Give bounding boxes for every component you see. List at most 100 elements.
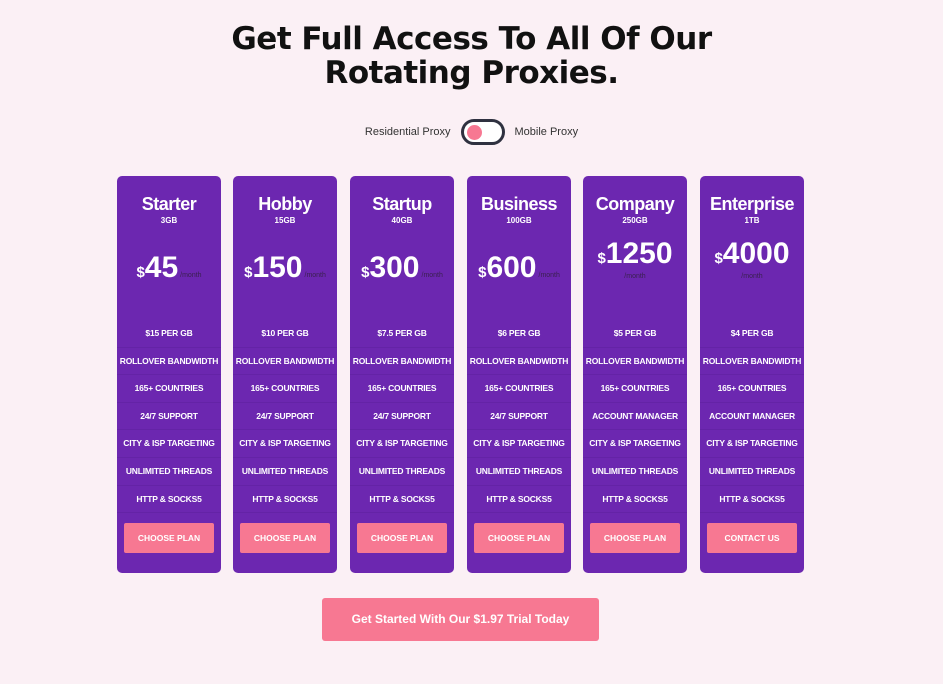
title-line-1: Get Full Access To All Of Our bbox=[231, 21, 712, 57]
feature-item: UNLIMITED THREADS bbox=[700, 458, 804, 486]
plan-card-hobby: Hobby 15GB $ 150 /month $10 PER GB ROLLOV… bbox=[233, 176, 337, 573]
proxy-type-toggle-row: Residential Proxy Mobile Proxy bbox=[0, 119, 943, 145]
choose-plan-button[interactable]: CHOOSE PLAN bbox=[240, 523, 330, 553]
choose-plan-button[interactable]: CHOOSE PLAN bbox=[474, 523, 564, 553]
currency-symbol: $ bbox=[714, 250, 723, 267]
plan-name: Company bbox=[595, 194, 675, 214]
price-amount: 600 bbox=[486, 251, 537, 284]
feature-item: 165+ COUNTRIES bbox=[583, 375, 687, 403]
feature-item: ROLLOVER BANDWIDTH bbox=[467, 348, 571, 376]
feature-item: ROLLOVER BANDWIDTH bbox=[233, 348, 337, 376]
feature-item: $15 PER GB bbox=[117, 320, 221, 348]
per-month-label: /month bbox=[180, 272, 202, 279]
feature-item: CITY & ISP TARGETING bbox=[700, 430, 804, 458]
plan-data-amount: 15GB bbox=[274, 216, 296, 225]
feature-item: $7.5 PER GB bbox=[350, 320, 454, 348]
currency-symbol: $ bbox=[244, 264, 253, 281]
feature-item: 24/7 SUPPORT bbox=[350, 403, 454, 431]
plan-name: Enterprise bbox=[709, 194, 795, 214]
feature-item: ACCOUNT MANAGER bbox=[700, 403, 804, 431]
per-month-label: /month bbox=[421, 272, 443, 279]
feature-item: ROLLOVER BANDWIDTH bbox=[117, 348, 221, 376]
feature-item: $4 PER GB bbox=[700, 320, 804, 348]
currency-symbol: $ bbox=[597, 250, 606, 267]
choose-plan-button[interactable]: CHOOSE PLAN bbox=[590, 523, 680, 553]
price-amount: 300 bbox=[369, 251, 420, 284]
plan-price: $ 45 /month bbox=[117, 245, 221, 285]
per-month-label: /month bbox=[304, 272, 326, 279]
price-amount: 45 bbox=[144, 251, 179, 284]
price-amount: 4000 bbox=[722, 237, 790, 270]
feature-item: $6 PER GB bbox=[467, 320, 571, 348]
currency-symbol: $ bbox=[478, 264, 487, 281]
feature-item: 24/7 SUPPORT bbox=[233, 403, 337, 431]
feature-item: HTTP & SOCKS5 bbox=[700, 486, 804, 514]
feature-item: CITY & ISP TARGETING bbox=[583, 430, 687, 458]
currency-symbol: $ bbox=[361, 264, 370, 281]
plan-card-company: Company 250GB $ 1250 /month $5 PER GB ROL… bbox=[583, 176, 687, 573]
feature-item: 165+ COUNTRIES bbox=[700, 375, 804, 403]
plan-card-business: Business 100GB $ 600 /month $6 PER GB ROL… bbox=[467, 176, 571, 573]
plan-data-amount: 1TB bbox=[744, 216, 760, 225]
feature-item: CITY & ISP TARGETING bbox=[233, 430, 337, 458]
feature-item: UNLIMITED THREADS bbox=[583, 458, 687, 486]
plan-card-startup: Startup 40GB $ 300 /month $7.5 PER GB ROL… bbox=[350, 176, 454, 573]
mobile-proxy-label[interactable]: Mobile Proxy bbox=[514, 126, 579, 138]
feature-item: ROLLOVER BANDWIDTH bbox=[700, 348, 804, 376]
feature-item: UNLIMITED THREADS bbox=[350, 458, 454, 486]
per-month-label: /month bbox=[741, 273, 763, 280]
feature-item: $5 PER GB bbox=[583, 320, 687, 348]
plan-data-amount: 3GB bbox=[160, 216, 178, 225]
plan-data-amount: 100GB bbox=[506, 216, 532, 225]
feature-item: CITY & ISP TARGETING bbox=[350, 430, 454, 458]
price-amount: 1250 bbox=[605, 237, 673, 270]
plan-price: $ 1250 /month bbox=[583, 237, 687, 280]
plan-price: $ 150 /month bbox=[233, 245, 337, 285]
feature-item: CITY & ISP TARGETING bbox=[467, 430, 571, 458]
feature-item: $10 PER GB bbox=[233, 320, 337, 348]
choose-plan-button[interactable]: CHOOSE PLAN bbox=[124, 523, 214, 553]
price-amount: 150 bbox=[252, 251, 303, 284]
feature-list: $7.5 PER GB ROLLOVER BANDWIDTH 165+ COUNTR… bbox=[350, 320, 454, 514]
feature-item: 165+ COUNTRIES bbox=[350, 375, 454, 403]
feature-item: HTTP & SOCKS5 bbox=[350, 486, 454, 514]
feature-item: HTTP & SOCKS5 bbox=[117, 486, 221, 514]
feature-item: ROLLOVER BANDWIDTH bbox=[350, 348, 454, 376]
feature-list: $10 PER GB ROLLOVER BANDWIDTH 165+ COUNTRI… bbox=[233, 320, 337, 514]
contact-us-button[interactable]: CONTACT US bbox=[707, 523, 797, 553]
plan-name: Startup bbox=[372, 194, 432, 214]
proxy-type-switch[interactable] bbox=[460, 119, 505, 145]
plan-price: $ 300 /month bbox=[350, 245, 454, 285]
feature-list: $15 PER GB ROLLOVER BANDWIDTH 165+ COUNTRI… bbox=[117, 320, 221, 514]
switch-knob bbox=[466, 125, 482, 140]
trial-cta-button[interactable]: Get Started With Our $1.97 Trial Today bbox=[322, 598, 599, 641]
feature-list: $4 PER GB ROLLOVER BANDWIDTH 165+ COUNTRIE… bbox=[700, 320, 804, 514]
per-month-label: /month bbox=[624, 273, 646, 280]
feature-item: 165+ COUNTRIES bbox=[467, 375, 571, 403]
plan-price: $ 4000 /month bbox=[700, 237, 804, 280]
choose-plan-button[interactable]: CHOOSE PLAN bbox=[357, 523, 447, 553]
title-line-2: Rotating Proxies. bbox=[324, 55, 619, 91]
feature-item: 165+ COUNTRIES bbox=[117, 375, 221, 403]
feature-item: ACCOUNT MANAGER bbox=[583, 403, 687, 431]
currency-symbol: $ bbox=[136, 264, 145, 281]
plan-data-amount: 40GB bbox=[391, 216, 413, 225]
per-month-label: /month bbox=[538, 272, 560, 279]
feature-item: 165+ COUNTRIES bbox=[233, 375, 337, 403]
plan-name: Hobby bbox=[258, 194, 312, 214]
feature-list: $6 PER GB ROLLOVER BANDWIDTH 165+ COUNTRIE… bbox=[467, 320, 571, 514]
feature-item: UNLIMITED THREADS bbox=[467, 458, 571, 486]
feature-item: 24/7 SUPPORT bbox=[117, 403, 221, 431]
plan-card-enterprise: Enterprise 1TB $ 4000 /month $4 PER GB RO… bbox=[700, 176, 804, 573]
residential-proxy-label[interactable]: Residential Proxy bbox=[364, 126, 451, 138]
feature-item: HTTP & SOCKS5 bbox=[583, 486, 687, 514]
feature-item: UNLIMITED THREADS bbox=[117, 458, 221, 486]
page-title: Get Full Access To All Of Our Rotating Pr… bbox=[0, 22, 943, 90]
feature-item: 24/7 SUPPORT bbox=[467, 403, 571, 431]
plan-card-starter: Starter 3GB $ 45 /month $15 PER GB ROLLOV… bbox=[117, 176, 221, 573]
feature-list: $5 PER GB ROLLOVER BANDWIDTH 165+ COUNTRIE… bbox=[583, 320, 687, 514]
feature-item: HTTP & SOCKS5 bbox=[467, 486, 571, 514]
feature-item: UNLIMITED THREADS bbox=[233, 458, 337, 486]
plan-data-amount: 250GB bbox=[622, 216, 648, 225]
plan-name: Business bbox=[480, 194, 558, 214]
